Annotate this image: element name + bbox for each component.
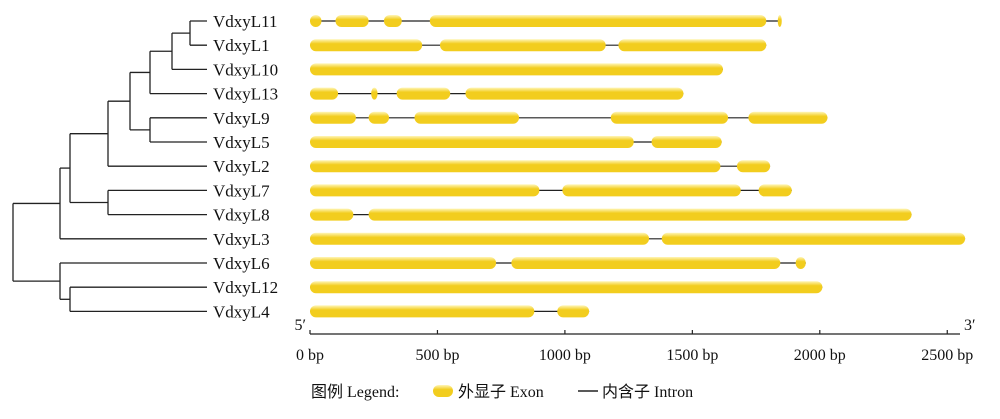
gene-label-vdxyl5: VdxyL5 [213,133,270,152]
exon [310,184,540,197]
exon [310,15,322,27]
exon [465,87,684,100]
gene-vdxyl2 [310,160,771,173]
exon [396,87,451,100]
legend: 图例 Legend: 外显子 Exon 内含子 Intron [311,383,693,401]
tick-label-1500: 1500 bp [666,347,718,364]
gene-structures [310,15,966,318]
gene-label-vdxyl10: VdxyL10 [213,60,278,79]
gene-vdxyl13 [310,87,684,100]
exon [310,232,650,245]
exon [795,257,806,269]
exon [310,87,339,100]
tick-label-2500: 2500 bp [921,347,973,364]
five-prime-label: 5′ [295,317,307,334]
exon [310,305,535,318]
gene-vdxyl6 [310,257,806,269]
gene-labels: VdxyL11 VdxyL1 VdxyL10 VdxyL13 VdxyL9 VdxyL5 V… [213,12,278,321]
phylogenetic-tree [12,20,207,313]
gene-vdxyl1 [310,39,767,52]
exon [618,39,767,52]
exon [777,15,782,27]
exon [310,208,354,221]
gene-label-vdxyl13: VdxyL13 [213,85,278,104]
gene-label-vdxyl7: VdxyL7 [213,181,270,200]
legend-intron-label: 内含子 Intron [602,383,693,401]
gene-label-vdxyl11: VdxyL11 [213,12,278,31]
gene-label-vdxyl2: VdxyL2 [213,157,270,176]
tick-label-1000: 1000 bp [539,347,591,364]
exon [310,160,721,173]
exon [661,232,966,245]
exon [310,257,497,269]
exon [610,111,729,124]
exon [310,136,634,148]
exon [310,39,423,52]
gene-label-vdxyl12: VdxyL12 [213,278,278,297]
tick-label-500: 500 bp [415,347,459,364]
exon [310,63,723,76]
exon [310,111,356,124]
gene-label-vdxyl9: VdxyL9 [213,109,270,128]
gene-label-vdxyl3: VdxyL3 [213,230,270,249]
gene-label-vdxyl6: VdxyL6 [213,254,270,273]
gene-label-vdxyl4: VdxyL4 [213,302,270,321]
gene-vdxyl4 [310,305,590,318]
gene-vdxyl12 [310,281,823,294]
gene-vdxyl7 [310,184,792,197]
exon [758,184,792,197]
exon [371,87,378,100]
tick-label-2000: 2000 bp [794,347,846,364]
gene-vdxyl11 [310,15,782,27]
gene-vdxyl5 [310,136,722,148]
gene-vdxyl10 [310,63,723,76]
exon [511,257,781,269]
exon [651,136,722,148]
gene-label-vdxyl8: VdxyL8 [213,206,270,225]
gene-label-vdxyl1: VdxyL1 [213,36,270,55]
length-axis: 0 bp 500 bp 1000 bp 1500 bp 2000 bp 2500 bp 5′… [295,317,976,364]
legend-title: 图例 Legend: [311,383,399,401]
exon [383,15,402,27]
exon [368,208,912,221]
three-prime-label: 3′ [964,317,976,334]
gene-vdxyl8 [310,208,912,221]
gene-vdxyl9 [310,111,828,124]
exon [368,111,390,124]
exon [557,305,590,318]
exon [429,15,767,27]
exon [310,281,823,294]
tick-label-0: 0 bp [296,347,324,364]
legend-exon-swatch [433,385,453,397]
exon [414,111,520,124]
legend-exon-label: 外显子 Exon [458,383,544,401]
gene-vdxyl3 [310,232,966,245]
exon [562,184,741,197]
exon [748,111,828,124]
exon [335,15,369,27]
exon [736,160,771,173]
exon [440,39,606,52]
